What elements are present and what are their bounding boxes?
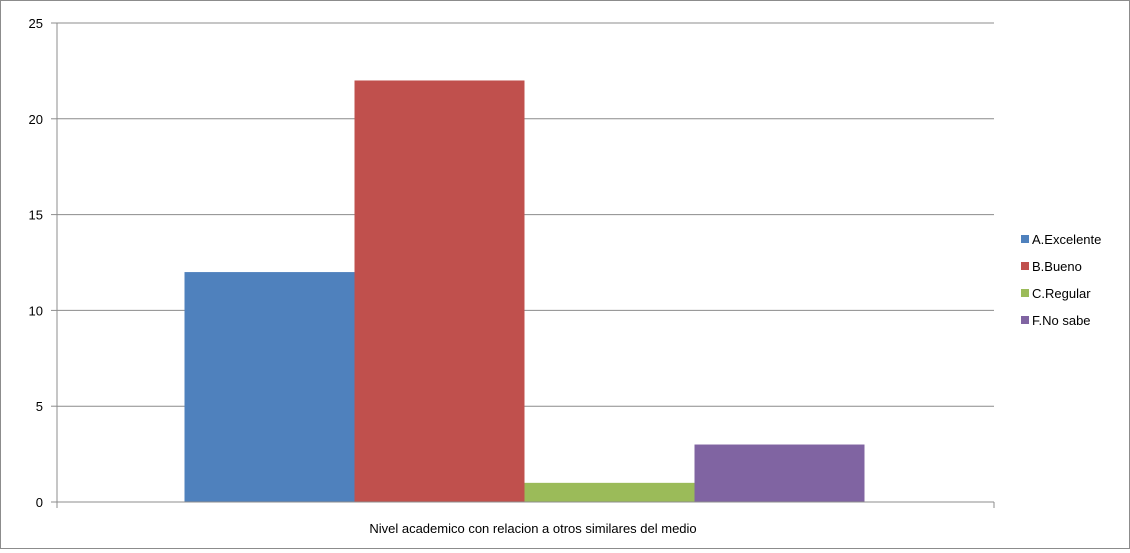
legend-label: F.No sabe bbox=[1032, 313, 1091, 328]
legend-swatch bbox=[1021, 235, 1029, 243]
legend-label: C.Regular bbox=[1032, 286, 1091, 301]
y-tick-label: 25 bbox=[29, 16, 43, 31]
y-tick-label: 5 bbox=[36, 399, 43, 414]
y-tick-label: 15 bbox=[29, 208, 43, 223]
legend-swatch bbox=[1021, 289, 1029, 297]
bars bbox=[184, 80, 865, 502]
x-axis-label: Nivel academico con relacion a otros sim… bbox=[369, 521, 696, 536]
legend-swatch bbox=[1021, 262, 1029, 270]
bar-f-no-sabe bbox=[694, 444, 865, 502]
legend: A.Excelente B.Bueno C.Regular F.No sabe bbox=[1021, 232, 1101, 328]
legend-swatch bbox=[1021, 316, 1029, 324]
bar-c-regular bbox=[524, 482, 695, 502]
bar-b-bueno bbox=[354, 80, 525, 502]
bar-a-excelente bbox=[184, 272, 355, 502]
y-tick-label: 0 bbox=[36, 495, 43, 510]
legend-label: A.Excelente bbox=[1032, 232, 1101, 247]
y-tick-label: 20 bbox=[29, 112, 43, 127]
y-tick-label: 10 bbox=[29, 303, 43, 318]
axes bbox=[56, 23, 995, 508]
legend-label: B.Bueno bbox=[1032, 259, 1082, 274]
y-axis-ticks: 0 5 10 15 20 25 bbox=[29, 16, 57, 510]
